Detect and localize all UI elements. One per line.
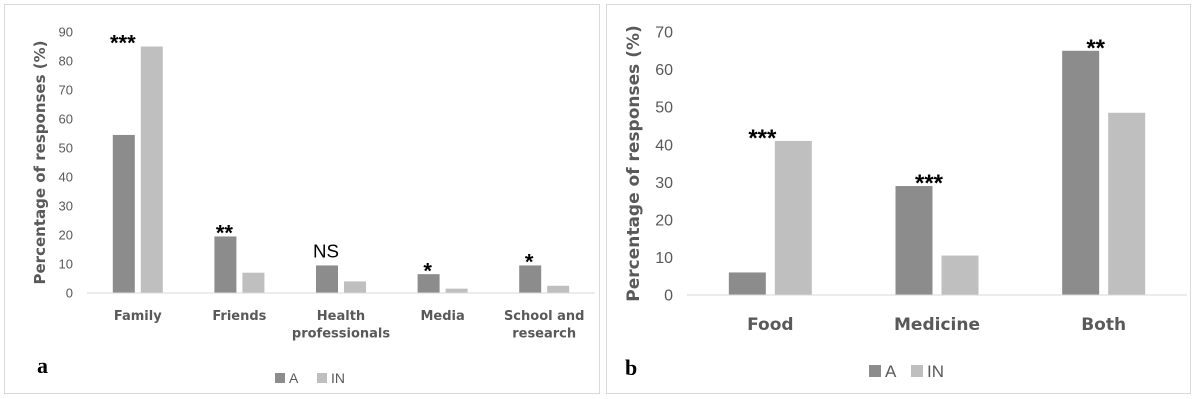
y-tick-label: 30 <box>655 175 673 192</box>
y-tick-label: 40 <box>59 170 73 185</box>
legend-swatch-a <box>275 373 285 383</box>
chart-b-svg: 0 10 20 30 40 50 60 70 Percentage of responses (… <box>624 25 1187 381</box>
significance-annotation: *** <box>915 170 944 197</box>
bar-in-food <box>774 140 812 295</box>
bar-in-family <box>140 46 163 293</box>
legend-label-a: A <box>885 362 897 381</box>
chart-a-svg: 0 10 20 30 40 50 60 70 80 90 Percentage of respons… <box>31 25 595 386</box>
y-tick-label: 60 <box>59 112 73 127</box>
y-tick-label: 70 <box>59 83 73 98</box>
chart-panel-b: 0 10 20 30 40 50 60 70 Percentage of responses (… <box>606 4 1191 394</box>
y-tick-label: 10 <box>59 257 73 272</box>
legend-swatch-in <box>317 373 327 383</box>
significance-annotation: * <box>525 250 534 275</box>
bar-in-both <box>1108 112 1146 296</box>
y-tick-label: 20 <box>59 228 73 243</box>
y-axis-title: Percentage of responses (%) <box>624 25 644 302</box>
significance-annotation: *** <box>748 125 777 152</box>
x-category-label: School and research <box>504 309 585 342</box>
y-tick-label: 80 <box>59 54 73 69</box>
bar-a-health-professionals <box>316 265 338 293</box>
x-category-label: Media <box>420 309 464 324</box>
bar-a-medicine <box>895 186 933 295</box>
legend-label-in: IN <box>331 370 345 386</box>
y-tick-label: 40 <box>655 137 673 154</box>
significance-annotation: NS <box>313 240 339 261</box>
legend-swatch-in <box>911 365 923 377</box>
y-tick-label: 20 <box>655 212 673 229</box>
y-tick-label: 0 <box>66 286 73 301</box>
significance-annotation: ** <box>1086 35 1105 62</box>
significance-annotation: ** <box>216 221 234 246</box>
bar-a-family <box>112 134 135 293</box>
panel-b-label: b <box>625 355 638 380</box>
x-category-label: Family <box>114 309 162 324</box>
legend-label-in: IN <box>927 362 944 381</box>
significance-annotation: * <box>423 258 432 283</box>
chart-panel-a: 0 10 20 30 40 50 60 70 80 90 Percentage of respons… <box>4 4 600 394</box>
bar-in-school-and-research <box>547 285 570 293</box>
bar-in-friends <box>242 272 265 293</box>
y-tick-label: 50 <box>655 100 673 117</box>
bar-a-school-and-research <box>519 265 542 293</box>
bar-a-media <box>417 274 440 293</box>
significance-annotation: *** <box>110 31 136 56</box>
bar-a-both <box>1062 50 1100 296</box>
x-category-label: Medicine <box>894 315 980 335</box>
x-category-label: Food <box>747 315 793 335</box>
y-axis-title: Percentage of responses (%) <box>31 41 49 285</box>
y-tick-label: 60 <box>655 62 673 79</box>
bar-a-food <box>728 272 766 295</box>
bar-a-friends <box>214 236 237 293</box>
x-category-label: Both <box>1081 315 1126 335</box>
bar-in-health-professionals <box>344 281 366 293</box>
y-tick-label: 90 <box>59 25 73 40</box>
bar-in-media <box>445 288 468 293</box>
x-category-label: Health professionals <box>292 309 390 342</box>
y-tick-label: 30 <box>59 199 73 214</box>
y-tick-label: 10 <box>655 250 673 267</box>
legend-swatch-a <box>869 365 881 377</box>
panel-a-label: a <box>37 353 48 378</box>
bar-in-medicine <box>941 255 979 295</box>
x-category-label: Friends <box>212 309 266 324</box>
legend-label-a: A <box>289 370 299 386</box>
y-tick-label: 50 <box>59 141 73 156</box>
y-tick-label: 70 <box>655 25 673 42</box>
y-tick-label: 0 <box>664 288 673 305</box>
